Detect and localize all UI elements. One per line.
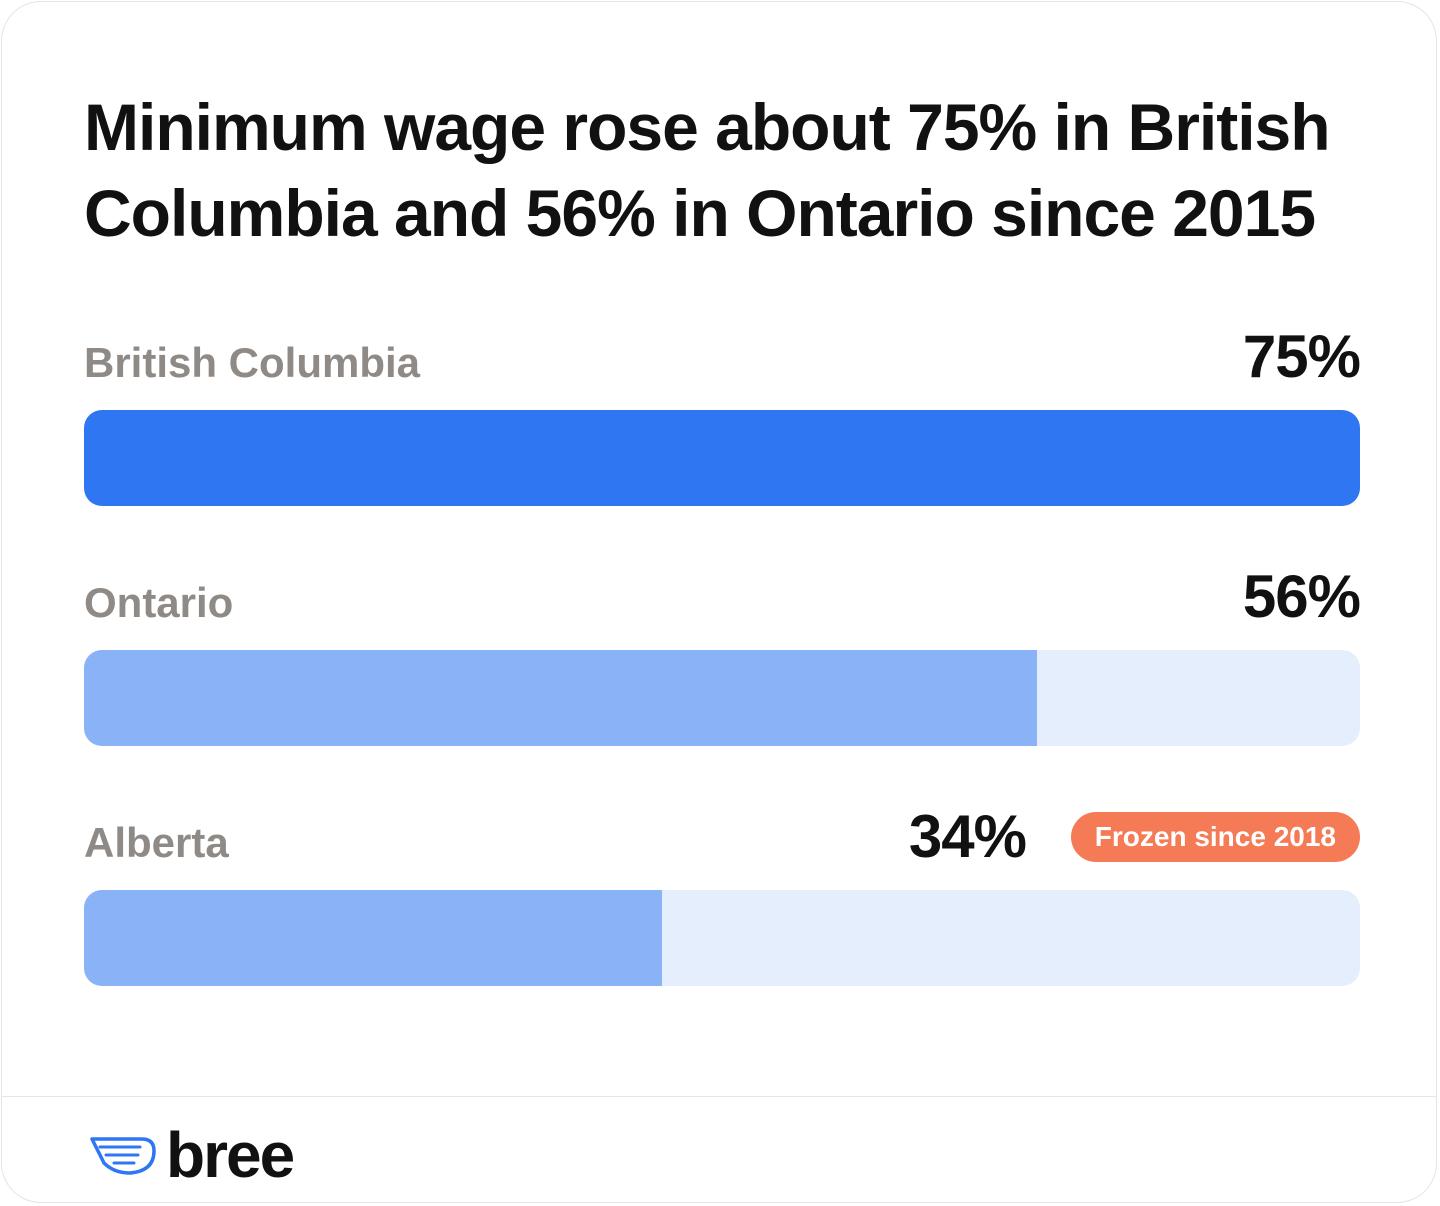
bar-track xyxy=(84,650,1360,746)
bar-label: Alberta xyxy=(84,819,229,866)
bar-label: British Columbia xyxy=(84,339,421,386)
footer-divider xyxy=(2,1096,1436,1097)
bar-value-label: 75% xyxy=(1242,323,1361,390)
bree-logo: bree xyxy=(90,1119,295,1191)
bar-value-label: 34% xyxy=(908,803,1027,870)
bar-row-alberta: Alberta 34% Frozen since 2018 xyxy=(84,796,1360,986)
bar-label: Ontario xyxy=(84,579,234,626)
frozen-badge: Frozen since 2018 xyxy=(1070,812,1360,862)
bar-fill-british-columbia xyxy=(84,410,1360,506)
bar-value-label: 56% xyxy=(1242,563,1361,630)
bar-row-british-columbia: British Columbia 75% xyxy=(84,316,1361,506)
bar-row-ontario: Ontario 56% xyxy=(84,556,1361,746)
logo-wordmark: bree xyxy=(166,1119,295,1191)
bar-track xyxy=(84,410,1360,506)
bar-track xyxy=(84,890,1360,986)
bar-fill-alberta xyxy=(84,890,663,986)
wing-icon xyxy=(90,1137,156,1175)
chart-title: Minimum wage rose about 75% in British C… xyxy=(84,90,1331,250)
bar-fill-ontario xyxy=(84,650,1037,746)
